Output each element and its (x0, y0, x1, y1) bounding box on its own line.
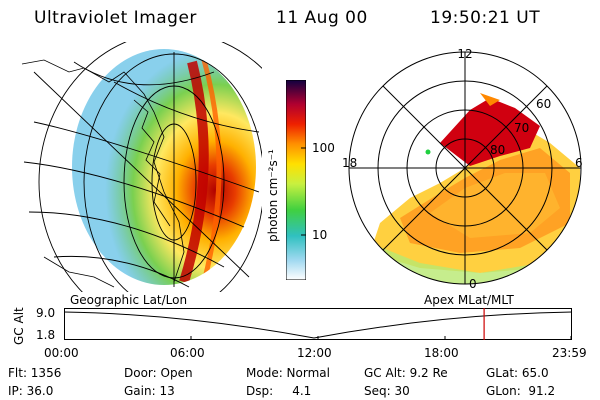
info-ip: IP: 36.0 (8, 384, 54, 398)
time-tick-2359: 23:59 (552, 346, 587, 360)
auroral-emission (349, 93, 580, 284)
colorbar-tick-10: 10 (312, 228, 328, 242)
info-dsp: Dsp: 4.1 (246, 384, 312, 398)
colorbar-tick-100: 100 (312, 141, 335, 155)
geographic-image (21, 42, 262, 292)
geographic-label: Geographic Lat/Lon (70, 293, 188, 307)
mlt-label-0: 0 (469, 277, 477, 288)
colorbar-unit: photon cm⁻²s⁻¹ (266, 149, 280, 242)
lat-label-60: 60 (536, 97, 551, 111)
altitude-plot (64, 308, 572, 340)
mlt-label-12: 12 (457, 48, 472, 61)
instrument-title: Ultraviolet Imager (34, 8, 197, 28)
lat-label-70: 70 (514, 121, 529, 135)
lat-lon-grid (23, 42, 262, 292)
mlt-label-6: 6 (575, 156, 583, 170)
time-tick-0600: 06:00 (170, 346, 205, 360)
altitude-ylabel: GC Alt (12, 307, 26, 345)
polar-plot: 12 18 6 0 60 70 80 (342, 48, 583, 288)
colorbar (286, 80, 306, 280)
altitude-ytick-bottom: 1.8 (36, 328, 56, 342)
time-tick-0000: 00:00 (44, 346, 79, 360)
lat-label-80: 80 (490, 143, 505, 157)
info-flight: Flt: 1356 (8, 366, 62, 380)
info-gc-alt: GC Alt: 9.2 Re (364, 366, 448, 380)
uv-disk (72, 49, 256, 285)
time-tick-1200: 12:00 (297, 346, 332, 360)
time-tick-1800: 18:00 (424, 346, 459, 360)
info-mode: Mode: Normal (246, 366, 330, 380)
apex-label: Apex MLat/MLT (424, 293, 514, 307)
info-glon: GLon: 91.2 (486, 384, 556, 398)
time-label: 19:50:21 UT (430, 8, 541, 28)
info-gain: Gain: 13 (124, 384, 175, 398)
info-door: Door: Open (124, 366, 193, 380)
info-glat: GLat: 65.0 (486, 366, 549, 380)
altitude-ytick-top: 9.0 (36, 306, 56, 320)
coastlines (21, 59, 185, 288)
polar-grid (348, 51, 582, 285)
mlt-label-18: 18 (342, 156, 357, 170)
date-label: 11 Aug 00 (276, 8, 368, 28)
info-seq: Seq: 30 (364, 384, 410, 398)
altitude-curve (64, 311, 572, 339)
